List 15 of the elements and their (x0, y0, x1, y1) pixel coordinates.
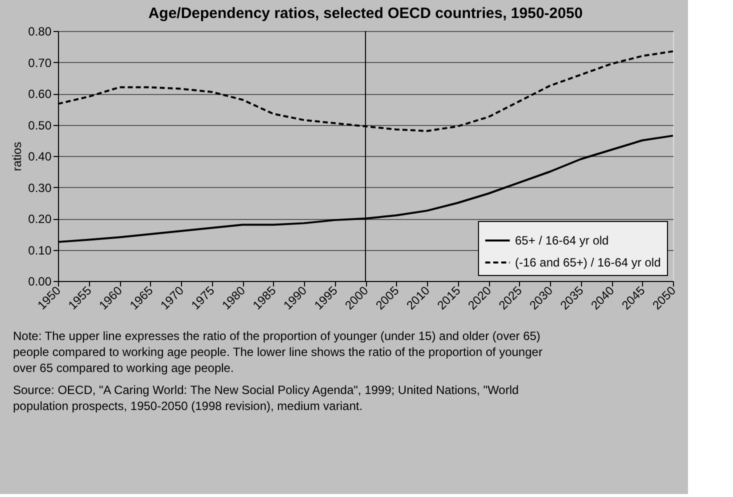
y-tick-label: 0.30 (28, 180, 52, 195)
legend-label: (-16 and 65+) / 16-64 yr old (515, 256, 661, 270)
chart-title: Age/Dependency ratios, selected OECD countries, 1950-2050 (148, 5, 583, 22)
y-tick-label: 0.60 (28, 87, 52, 101)
y-tick-label: 0.80 (28, 24, 52, 38)
y-tick-label: 0.20 (28, 212, 52, 226)
source-note: Source: OECD, "A Caring World: The New Social Policy Agenda", 1999; United Nations, "World population prospects, 1950-2050 (1998 revision), medium variant. (13, 383, 519, 413)
y-tick-label: 0.70 (28, 56, 52, 70)
text: Note: The upper line expresses the ratio of the proportion of younger (under 15) and older (over 65) people compared to working age people. The lower line shows the ratio of the proportion of younger over 65 compared to working age people. (13, 329, 542, 375)
legend-label: 65+ / 16-64 yr old (515, 234, 609, 248)
y-tick-label: 0.40 (28, 150, 52, 164)
y-tick-label: 0.00 (28, 274, 52, 288)
y-axis-title: ratios (10, 142, 24, 172)
y-tick-label: 0.10 (28, 243, 52, 258)
y-tick-label: 0.50 (28, 118, 52, 132)
